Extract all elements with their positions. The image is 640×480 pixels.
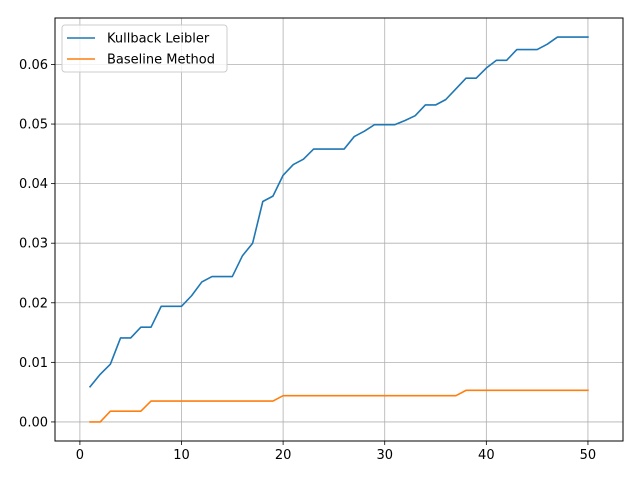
series-lines — [88, 36, 589, 423]
x-axis: 0 10 20 30 40 50 — [76, 441, 596, 463]
x-tick-label: 50 — [580, 448, 597, 463]
y-tick-label: 0.02 — [19, 296, 48, 311]
y-tick-label: 0.04 — [19, 177, 48, 192]
series-line-0 — [88, 36, 589, 388]
plot-frame — [54, 17, 624, 442]
y-tick-label: 0.03 — [19, 237, 48, 252]
y-tick-label: 0.05 — [19, 118, 48, 133]
y-tick-label: 0.06 — [19, 58, 48, 73]
series-line-1 — [89, 389, 589, 423]
legend-label: Kullback Leibler — [107, 32, 210, 47]
y-axis: 0.00 0.01 0.02 0.03 0.04 0.05 0.06 — [19, 58, 55, 430]
y-tick-label: 0.00 — [19, 415, 48, 430]
x-tick-label: 20 — [275, 448, 292, 463]
legend-label: Baseline Method — [107, 53, 215, 68]
x-tick-label: 30 — [376, 448, 393, 463]
x-tick-label: 10 — [173, 448, 190, 463]
x-tick-label: 0 — [76, 448, 84, 463]
legend: Kullback Leibler Baseline Method — [61, 24, 228, 73]
plot-area — [55, 18, 623, 441]
legend-box — [61, 24, 228, 73]
y-tick-label: 0.01 — [19, 356, 48, 371]
x-tick-label: 40 — [478, 448, 495, 463]
grid-lines — [55, 18, 623, 441]
